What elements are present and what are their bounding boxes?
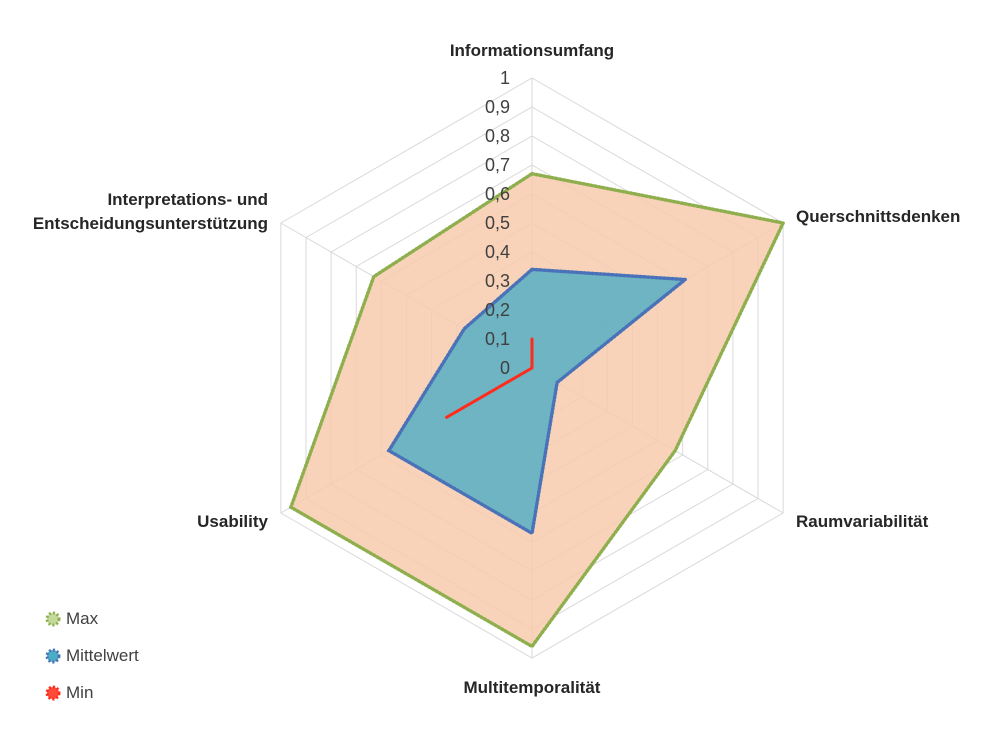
legend-item-min: Min — [44, 674, 139, 711]
axis-label: Informationsumfang — [450, 41, 614, 60]
axis-label-line: Entscheidungsunterstützung — [33, 214, 268, 233]
radar-series — [288, 171, 786, 649]
series-outline-max — [288, 171, 786, 649]
axis-label-line: Raumvariabilität — [796, 512, 929, 531]
series-line-min — [445, 337, 534, 419]
series-area-mittelwert — [388, 269, 686, 534]
axis-labels: Informationsumfang Querschnittsdenken Raum… — [33, 41, 961, 697]
legend-marker-max — [45, 611, 61, 626]
axis-label: Usability — [197, 512, 268, 531]
legend-item-max: Max — [44, 600, 139, 637]
axis-label: Interpretations- und Entscheidungsunterst… — [33, 190, 268, 233]
chart-legend: Max Mittelwert Min — [44, 600, 139, 711]
tick-label: 0,3 — [485, 271, 510, 291]
tick-label: 0,6 — [485, 184, 510, 204]
tick-label: 0,5 — [485, 213, 510, 233]
axis-label: Querschnittsdenken — [796, 207, 960, 226]
axis-label-line: Interpretations- und — [107, 190, 268, 209]
tick-label: 0,7 — [485, 155, 510, 175]
tick-label: 0,2 — [485, 300, 510, 320]
axis-label-line: Multitemporalität — [464, 678, 601, 697]
axis-label-line: Usability — [197, 512, 268, 531]
tick-label: 1 — [500, 68, 510, 88]
legend-label-min: Min — [66, 682, 94, 702]
series-outline-mittelwert — [386, 267, 690, 537]
legend-label-max: Max — [66, 608, 99, 628]
tick-label: 0,8 — [485, 126, 510, 146]
legend-marker-min — [45, 685, 61, 700]
radial-tick-labels: 0 0,1 0,2 0,3 0,4 0,5 0,6 0,7 0,8 0,9 1 — [485, 68, 510, 378]
tick-label: 0 — [500, 358, 510, 378]
legend-marker-mittelwert — [45, 648, 61, 663]
axis-label: Raumvariabilität — [796, 512, 929, 531]
legend-item-mittelwert: Mittelwert — [44, 637, 139, 674]
tick-label: 0,4 — [485, 242, 510, 262]
legend-label-mittelwert: Mittelwert — [66, 645, 139, 665]
tick-label: 0,1 — [485, 329, 510, 349]
tick-label: 0,9 — [485, 97, 510, 117]
axis-label: Multitemporalität — [464, 678, 601, 697]
axis-label-line: Informationsumfang — [450, 41, 614, 60]
axis-label-line: Querschnittsdenken — [796, 207, 960, 226]
